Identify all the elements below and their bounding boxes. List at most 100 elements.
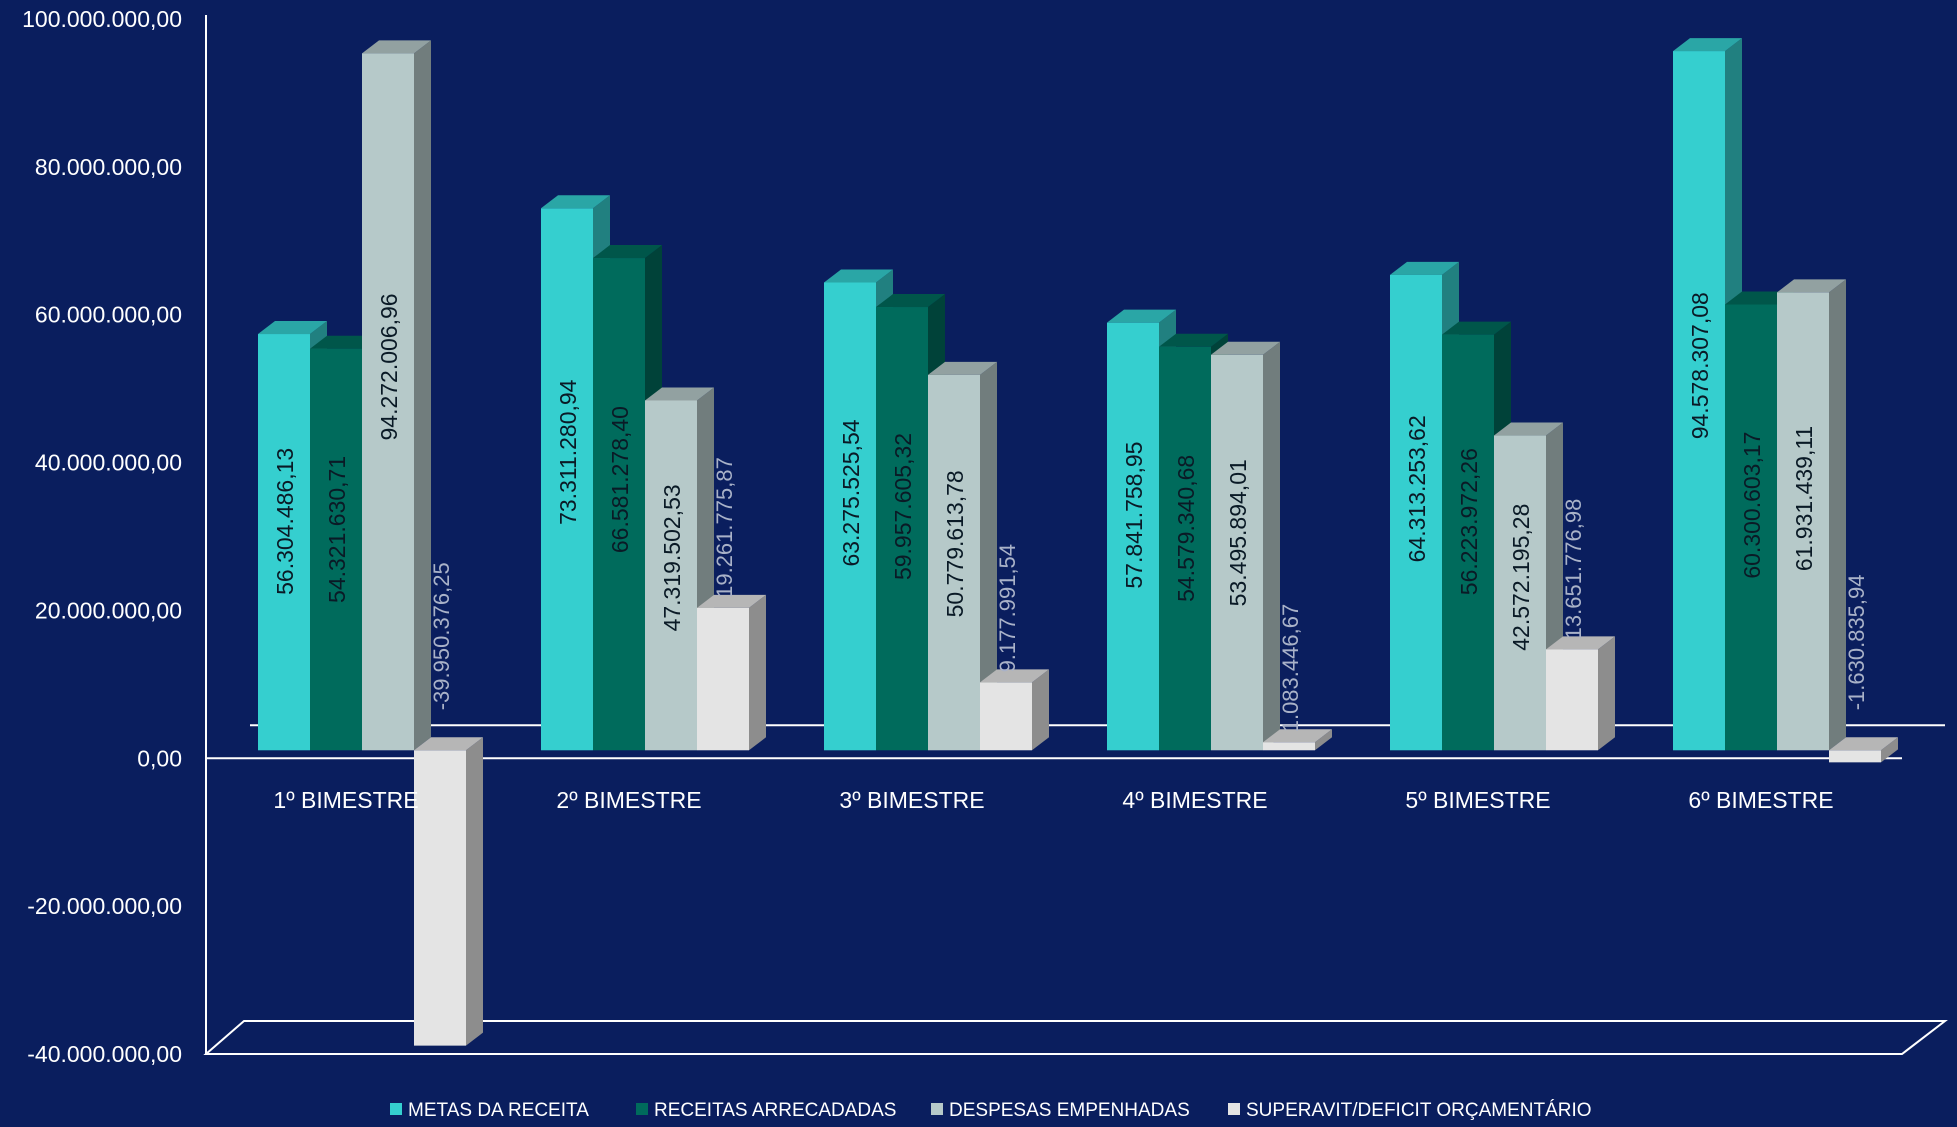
bar [1442, 334, 1494, 751]
bar [1211, 354, 1263, 751]
bar-top [876, 294, 945, 308]
bar-top [1546, 636, 1615, 650]
data-label: 66.581.278,40 [607, 406, 633, 553]
bar [1263, 742, 1315, 751]
bar [697, 607, 749, 751]
bar-top [593, 245, 662, 259]
bar-side [1881, 737, 1898, 763]
bar [362, 53, 414, 751]
bar [1494, 435, 1546, 751]
bar-side [1263, 341, 1280, 751]
data-label: 94.578.307,08 [1687, 292, 1713, 439]
bar [980, 682, 1032, 751]
data-label: 19.261.775,87 [712, 457, 737, 598]
bar-top [1829, 737, 1898, 751]
bar [1546, 649, 1598, 751]
chart-floor-outline [203, 1020, 1948, 1055]
bar-top [541, 195, 610, 209]
bar-top [362, 40, 431, 54]
legend-label: SUPERAVIT/DEFICIT ORÇAMENTÁRIO [1246, 1100, 1592, 1121]
bar [258, 334, 310, 751]
data-label: 94.272.006,96 [376, 293, 402, 440]
bar [1777, 292, 1829, 751]
bar [824, 282, 876, 751]
bar-top [1107, 309, 1176, 323]
bar [928, 374, 980, 751]
bar [876, 307, 928, 751]
data-label: 56.223.972,26 [1456, 448, 1482, 595]
data-label: 50.779.613,78 [942, 470, 968, 617]
data-label: 54.579.340,68 [1173, 455, 1199, 602]
category-label: 3º BIMESTRE [839, 787, 984, 813]
bar-top [697, 594, 766, 608]
bar-side [1598, 636, 1615, 751]
bar [1673, 51, 1725, 751]
data-label: 1.083.446,67 [1278, 604, 1303, 732]
bar-top [1777, 279, 1846, 293]
y-tick-label: -20.000.000,00 [27, 893, 182, 919]
legend-label: METAS DA RECEITA [408, 1100, 589, 1121]
bar-side [980, 361, 997, 751]
bar-top [980, 669, 1049, 683]
bar [1725, 304, 1777, 751]
legend-swatch [390, 1103, 402, 1115]
data-label: 54.321.630,71 [324, 456, 350, 603]
legend-label: DESPESAS EMPENHADAS [949, 1100, 1190, 1121]
legend-swatch [1228, 1103, 1240, 1115]
data-label: -1.630.835,94 [1844, 575, 1869, 711]
category-label: 1º BIMESTRE [273, 787, 418, 813]
bar [414, 750, 466, 1046]
bar-side [1829, 279, 1846, 751]
legend-swatch [931, 1103, 943, 1115]
data-label: 63.275.525,54 [838, 419, 864, 566]
y-tick-label: 80.000.000,00 [35, 154, 182, 180]
legend-label: RECEITAS ARRECADADAS [654, 1100, 896, 1121]
data-label: 64.313.253,62 [1404, 415, 1430, 562]
bar-top [1725, 291, 1794, 305]
data-label: 53.495.894,01 [1225, 459, 1251, 606]
y-tick-label: 100.000.000,00 [22, 6, 182, 32]
bar-top [928, 361, 997, 375]
bar-top [258, 321, 327, 335]
bar-top [1673, 38, 1742, 52]
bar [1107, 322, 1159, 751]
bar-top [1263, 729, 1332, 743]
y-tick-label: 40.000.000,00 [35, 450, 182, 476]
y-tick-label: -40.000.000,00 [27, 1041, 182, 1067]
category-label: 2º BIMESTRE [556, 787, 701, 813]
bar [1390, 274, 1442, 751]
bar-top [824, 269, 893, 283]
data-label: 73.311.280,94 [555, 379, 581, 525]
category-label: 4º BIMESTRE [1122, 787, 1267, 813]
data-label: 42.572.195,28 [1508, 504, 1534, 651]
data-label: 47.319.502,53 [659, 484, 685, 631]
bar [593, 258, 645, 751]
data-label: 13.651.776,98 [1561, 499, 1586, 640]
bar-top [310, 335, 379, 349]
bar [1159, 346, 1211, 751]
bar [1829, 750, 1881, 763]
bar-side [466, 737, 483, 1046]
bar-top [645, 387, 714, 401]
y-tick-label: 20.000.000,00 [35, 597, 182, 623]
data-label: 59.957.605,32 [890, 433, 916, 580]
data-label: 56.304.486,13 [272, 448, 298, 595]
bar-top [1159, 333, 1228, 347]
bar-side [1032, 669, 1049, 751]
bar [310, 348, 362, 751]
y-tick-label: 60.000.000,00 [35, 302, 182, 328]
legend-swatch [636, 1103, 648, 1115]
y-tick-label: 0,00 [137, 745, 182, 771]
data-label: 61.931.439,11 [1791, 426, 1817, 571]
bar [645, 400, 697, 751]
bar-side [749, 594, 766, 751]
bar-top [414, 737, 483, 751]
data-label: 57.841.758,95 [1121, 442, 1147, 589]
bar [541, 208, 593, 751]
bar-top [1442, 321, 1511, 335]
data-label: 9.177.991,54 [995, 544, 1020, 672]
category-label: 5º BIMESTRE [1405, 787, 1550, 813]
bar-side [414, 40, 431, 751]
